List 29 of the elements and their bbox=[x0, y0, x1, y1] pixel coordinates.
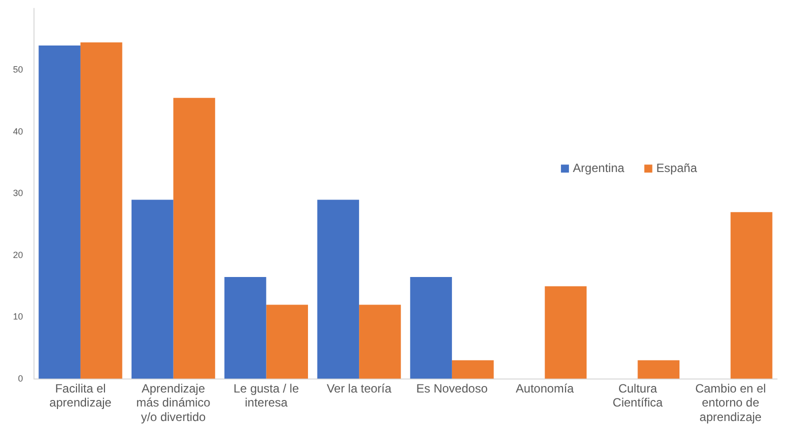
bar bbox=[317, 200, 360, 379]
y-tick-label: 40 bbox=[12, 126, 24, 136]
bar bbox=[224, 276, 266, 379]
bar bbox=[544, 286, 587, 379]
x-tick-label: Cultura Científica bbox=[612, 381, 664, 410]
bar bbox=[173, 98, 216, 379]
y-tick-label: 30 bbox=[12, 188, 24, 198]
y-tick-label: 50 bbox=[12, 64, 24, 75]
bar bbox=[359, 304, 401, 379]
bar bbox=[38, 45, 80, 379]
bar bbox=[266, 304, 308, 379]
bar bbox=[452, 360, 494, 379]
x-tick-label: Le gusta / le interesa bbox=[234, 381, 300, 410]
x-tick-label: Ver la teoría bbox=[326, 381, 392, 396]
bar bbox=[132, 200, 174, 379]
y-tick-label: 10 bbox=[12, 312, 24, 322]
x-tick-label: Cambio en el entorno de aprendizaje bbox=[695, 381, 766, 424]
x-tick-label: Aprendizaje más dinámico y/o divertido bbox=[136, 381, 211, 424]
x-tick-label: Facilita el aprendizaje bbox=[49, 381, 112, 410]
bar bbox=[80, 42, 122, 379]
bar bbox=[730, 212, 772, 379]
legend-label: Argentina bbox=[572, 160, 625, 175]
bar bbox=[638, 360, 680, 379]
legend-label: España bbox=[656, 160, 698, 175]
x-tick-label: Es Novedoso bbox=[416, 381, 488, 396]
y-tick-label: 0 bbox=[18, 373, 24, 384]
y-tick-label: 20 bbox=[12, 250, 24, 260]
bar bbox=[410, 276, 452, 379]
x-tick-label: Autonomía bbox=[516, 381, 574, 396]
